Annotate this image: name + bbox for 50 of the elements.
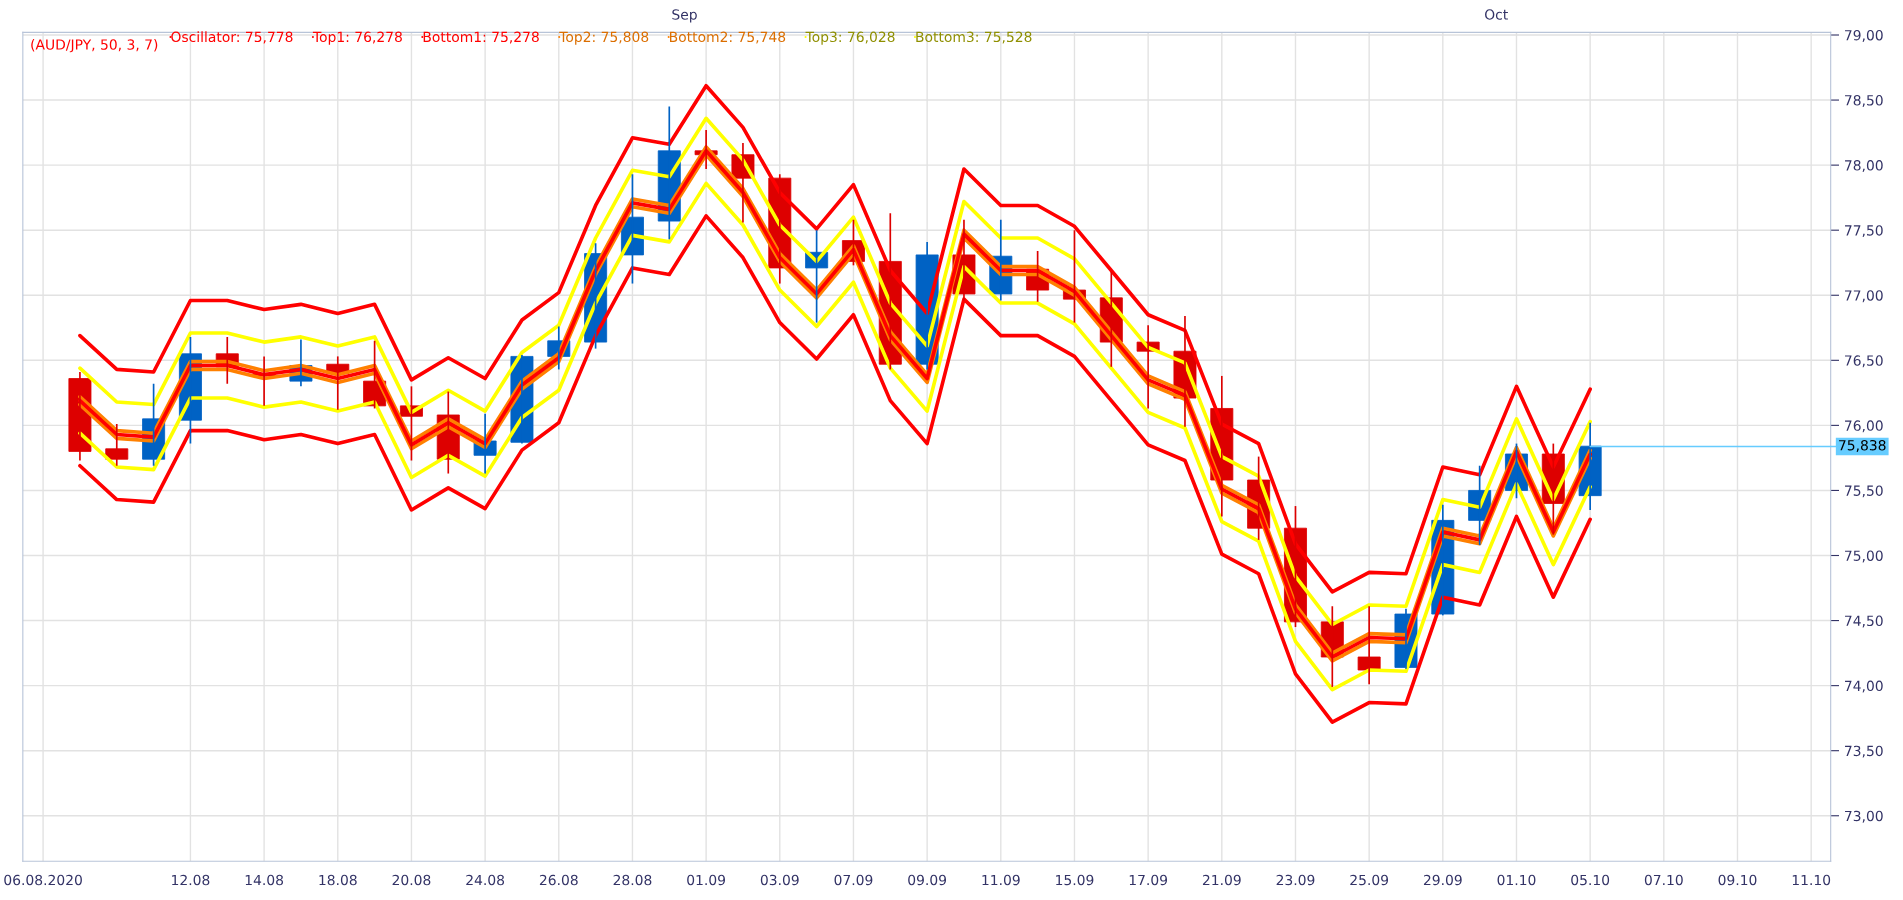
chart-title: (AUD/JPY, 50, 3, 7)	[31, 39, 158, 53]
x-tick-label: 17.09	[1129, 874, 1168, 886]
text: Sep	[672, 9, 697, 23]
y-tick-label: 77,00	[1845, 290, 1883, 303]
x-tick-label: 05.10	[1571, 874, 1610, 886]
x-tick-label: 29.09	[1423, 874, 1462, 886]
candlestick	[1357, 605, 1381, 686]
legend-label: Top3: 76,028	[805, 31, 895, 45]
x-tick-label: 03.09	[760, 874, 799, 886]
x-tick-label: 07.10	[1644, 874, 1683, 886]
x-tick-label: 18.08	[319, 874, 357, 886]
legend-label: Oscillator: 75,778	[171, 31, 293, 44]
x-tick-label: 06.08.2020	[4, 874, 82, 886]
x-tick-label: 11.10	[1792, 874, 1831, 886]
y-tick-label: 75,00	[1845, 550, 1883, 563]
x-tick-label: 14.08	[245, 874, 284, 886]
y-tick-label: 78,50	[1845, 95, 1883, 107]
annotation: 75,838	[1839, 439, 1886, 452]
x-tick-label: 11.09	[982, 874, 1020, 886]
x-tick-label: 09.10	[1718, 874, 1757, 886]
x-tick-label: 28.08	[613, 874, 652, 886]
x-tick-label: 20.08	[392, 874, 431, 886]
x-tick-label: 12.08	[172, 874, 210, 886]
y-tick-label: 77,50	[1845, 225, 1883, 238]
x-tick-label: 09.09	[908, 874, 947, 886]
x-tick-label: 01.09	[687, 874, 726, 886]
x-tick-label: 26.08	[539, 874, 578, 886]
x-tick-label: 01.10	[1497, 874, 1536, 886]
legend-label: Bottom3: 75,528	[916, 31, 1032, 44]
x-tick-label: 21.09	[1202, 874, 1241, 886]
y-tick-label: 75,50	[1845, 485, 1883, 498]
x-tick-label: 24.08	[466, 874, 505, 886]
text: Oct	[1485, 9, 1508, 20]
candlestick	[105, 423, 129, 467]
legend-label: Bottom1: 75,278	[423, 31, 539, 44]
legend-label: Top1: 76,278	[312, 31, 402, 45]
y-tick-label: 73,50	[1845, 745, 1883, 758]
x-tick-label: 07.09	[834, 874, 873, 886]
y-tick-label: 79,00	[1845, 29, 1883, 42]
y-tick-label: 76,50	[1845, 355, 1883, 368]
y-tick-label: 76,00	[1845, 420, 1883, 433]
legend-label: Bottom2: 75,748	[670, 31, 786, 44]
legend-label: Top2: 75,808	[559, 31, 649, 45]
x-tick-label: 23.09	[1276, 874, 1315, 886]
x-tick-label: 15.09	[1056, 874, 1094, 886]
y-tick-label: 78,00	[1845, 160, 1883, 173]
x-tick-label: 25.09	[1350, 874, 1389, 886]
y-tick-label: 74,50	[1845, 615, 1883, 628]
y-tick-label: 73,00	[1845, 810, 1883, 823]
y-tick-label: 74,00	[1845, 680, 1883, 693]
